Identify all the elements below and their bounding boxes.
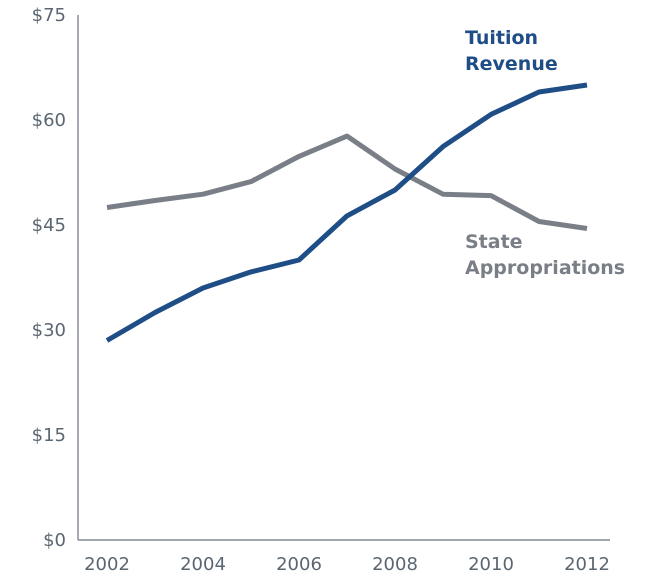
state-appropriations-label: Appropriations: [465, 257, 625, 279]
y-tick-label: $75: [32, 5, 66, 26]
y-tick-label: $15: [32, 425, 66, 446]
x-tick-label: 2006: [276, 554, 322, 575]
state-appropriations-label: State: [465, 231, 523, 253]
state-appropriations-line: [106, 133, 588, 231]
chart-axes: [77, 15, 610, 541]
y-tick-label: $0: [43, 530, 66, 551]
y-tick-label: $45: [32, 215, 66, 236]
tuition-revenue-label: Tuition: [465, 27, 538, 49]
y-tick-label: $30: [32, 320, 66, 341]
x-tick-label: 2010: [468, 554, 514, 575]
x-tick-label: 2008: [372, 554, 418, 575]
tuition-revenue-line: [105, 82, 588, 343]
series-labels: Tuition Revenue State Appropriations: [465, 27, 625, 279]
x-tick-label: 2012: [564, 554, 610, 575]
x-tick-label: 2004: [180, 554, 226, 575]
x-axis-ticks: 2002 2004 2006 2008 2010 2012: [84, 554, 610, 575]
series-lines: [105, 82, 588, 343]
x-tick-label: 2002: [84, 554, 130, 575]
y-tick-label: $60: [32, 110, 66, 131]
tuition-revenue-label: Revenue: [465, 53, 558, 75]
y-axis-ticks: $0 $15 $30 $45 $60 $75: [32, 5, 66, 551]
